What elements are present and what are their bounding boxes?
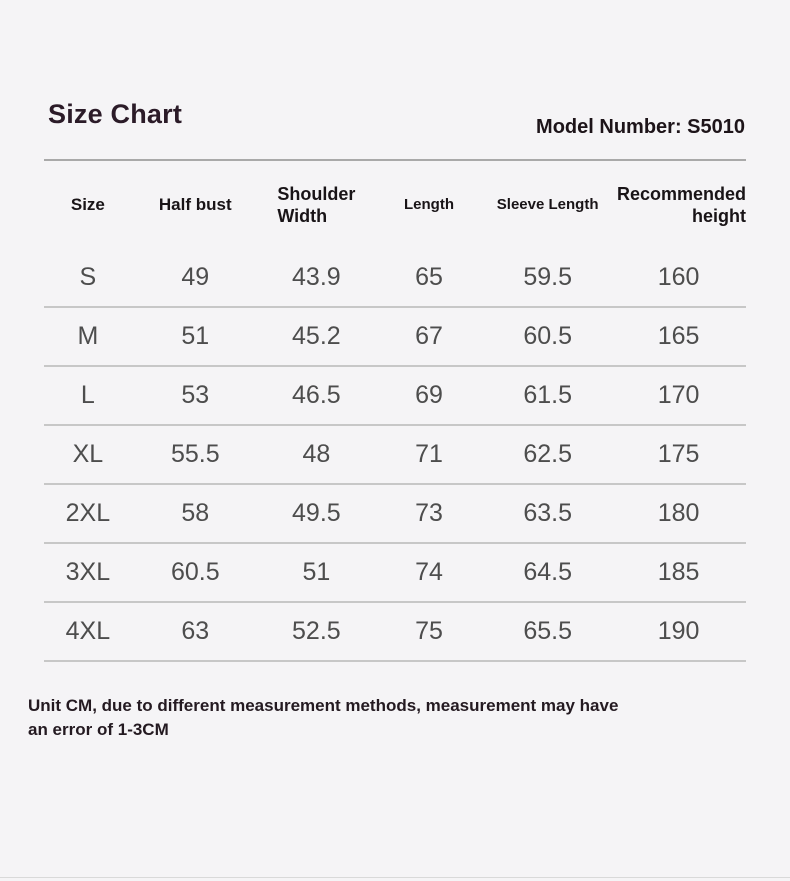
size-table: Size Half bust Shoulder Width Length Slee…	[44, 161, 746, 662]
cell-half-bust: 55.5	[131, 424, 259, 485]
title-divider	[44, 158, 746, 161]
size-chart-page: Size Chart Model Number: S5010 Size Half…	[0, 99, 790, 881]
table-row: 2XL 58 49.5 73 63.5 180	[44, 483, 746, 544]
page-header: Size Chart Model Number: S5010	[48, 99, 745, 137]
cell-length: 71	[373, 424, 485, 485]
bottom-divider	[0, 877, 790, 878]
cell-shoulder-width: 49.5	[258, 483, 374, 544]
table-row: 3XL 60.5 51 74 64.5 185	[44, 542, 746, 603]
cell-half-bust: 60.5	[131, 542, 259, 603]
cell-sleeve-length: 62.5	[484, 424, 612, 485]
cell-recommended-height: 170	[611, 365, 746, 426]
cell-size: M	[44, 306, 132, 367]
cell-shoulder-width: 48	[258, 424, 374, 485]
column-header-recommended-height: Recommended height	[611, 161, 746, 249]
cell-recommended-height: 190	[611, 601, 746, 662]
cell-size: 3XL	[44, 542, 132, 603]
cell-recommended-height: 165	[611, 306, 746, 367]
cell-half-bust: 49	[131, 248, 259, 308]
cell-sleeve-length: 65.5	[484, 601, 612, 662]
table-row: 4XL 63 52.5 75 65.5 190	[44, 601, 746, 662]
cell-half-bust: 51	[131, 306, 259, 367]
cell-length: 69	[373, 365, 485, 426]
recommended-line2: height	[692, 205, 746, 226]
cell-length: 65	[373, 248, 485, 308]
table-header-row: Size Half bust Shoulder Width Length Slee…	[44, 161, 746, 249]
table-row: XL 55.5 48 71 62.5 175	[44, 424, 746, 485]
table-row: M 51 45.2 67 60.5 165	[44, 306, 746, 367]
table-row: S 49 43.9 65 59.5 160	[44, 248, 746, 308]
cell-shoulder-width: 52.5	[258, 601, 374, 662]
cell-shoulder-width: 43.9	[258, 248, 374, 308]
column-header-length: Length	[404, 195, 455, 213]
cell-size: S	[44, 248, 132, 308]
cell-half-bust: 53	[131, 365, 259, 426]
cell-sleeve-length: 59.5	[484, 248, 612, 308]
cell-shoulder-width: 45.2	[258, 306, 374, 367]
cell-sleeve-length: 63.5	[484, 483, 612, 544]
model-number: Model Number: S5010	[536, 115, 745, 138]
cell-recommended-height: 160	[611, 248, 746, 308]
cell-recommended-height: 175	[611, 424, 746, 485]
cell-length: 74	[373, 542, 485, 603]
shoulder-width-line1: Shoulder	[277, 183, 356, 204]
cell-length: 75	[373, 601, 485, 662]
cell-sleeve-length: 60.5	[484, 306, 612, 367]
cell-shoulder-width: 46.5	[258, 365, 374, 426]
page-title: Size Chart	[48, 99, 183, 129]
column-header-half-bust: Half bust	[158, 194, 232, 214]
measurement-note-line1: Unit CM, due to different measurement me…	[28, 695, 619, 715]
column-header-size: Size	[70, 194, 105, 214]
measurement-note-line2: an error of 1-3CM	[28, 719, 169, 739]
cell-size: XL	[44, 424, 132, 485]
cell-half-bust: 63	[131, 601, 259, 662]
column-header-shoulder-width: Shoulder Width	[259, 161, 374, 249]
table-row: L 53 46.5 69 61.5 170	[44, 365, 746, 426]
cell-size: L	[44, 365, 132, 426]
cell-sleeve-length: 64.5	[484, 542, 612, 603]
measurement-note: Unit CM, due to different measurement me…	[28, 694, 730, 742]
cell-recommended-height: 180	[611, 483, 746, 544]
column-header-sleeve-length: Sleeve Length	[496, 195, 599, 213]
cell-shoulder-width: 51	[258, 542, 374, 603]
cell-half-bust: 58	[131, 483, 259, 544]
cell-size: 4XL	[44, 601, 132, 662]
cell-length: 73	[373, 483, 485, 544]
cell-size: 2XL	[44, 483, 132, 544]
shoulder-width-line2: Width	[277, 205, 328, 226]
cell-recommended-height: 185	[611, 542, 746, 603]
recommended-line1: Recommended	[616, 183, 746, 204]
cell-length: 67	[373, 306, 485, 367]
cell-sleeve-length: 61.5	[484, 365, 612, 426]
